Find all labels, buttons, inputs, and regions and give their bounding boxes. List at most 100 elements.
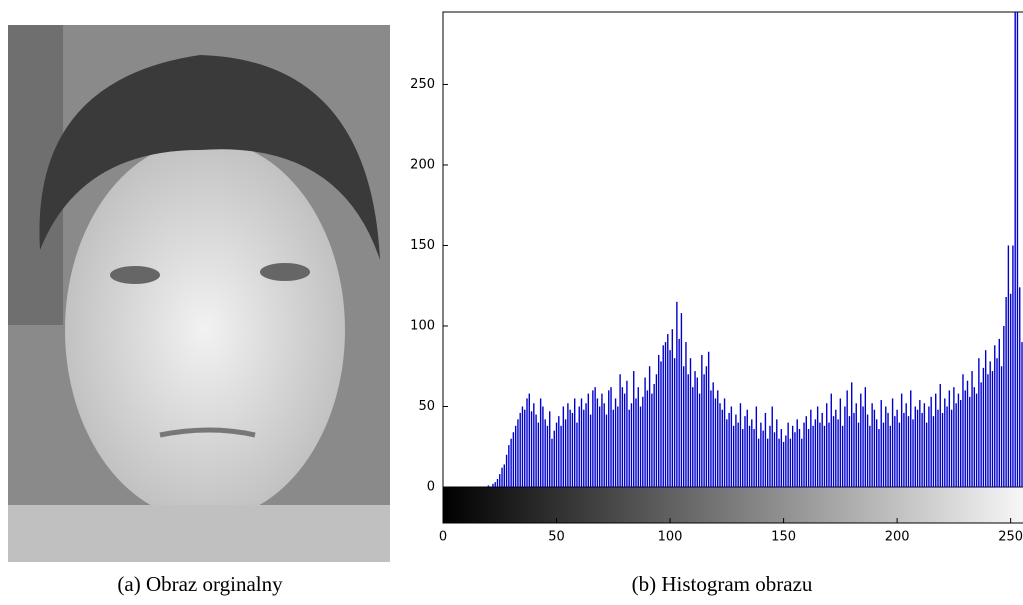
bar (633, 371, 635, 487)
bar (551, 438, 553, 487)
bar (619, 374, 621, 487)
bar (1012, 245, 1014, 487)
bar (887, 412, 889, 487)
bar (762, 430, 764, 487)
bar (873, 409, 876, 487)
bar (921, 412, 923, 487)
bar (891, 398, 894, 487)
bar (916, 409, 919, 487)
bar (728, 412, 730, 487)
bar (923, 403, 926, 487)
bar (587, 393, 590, 487)
bar (935, 393, 937, 487)
bar (903, 412, 905, 487)
bar (826, 403, 828, 487)
bar (832, 416, 835, 487)
bar (807, 429, 810, 487)
bar (885, 406, 887, 487)
bar (1014, 12, 1016, 487)
bar (841, 425, 844, 487)
bar (648, 366, 651, 487)
bar (517, 419, 519, 487)
bar (819, 422, 821, 487)
bar (969, 396, 971, 487)
bar (494, 482, 496, 487)
bar (919, 400, 921, 487)
bar (907, 416, 910, 487)
bar (692, 387, 694, 487)
bar (1021, 342, 1023, 487)
bar (855, 403, 857, 487)
bar (912, 419, 914, 487)
bar (1009, 293, 1012, 487)
bar (705, 366, 708, 487)
bar (794, 432, 796, 487)
bar (703, 374, 705, 487)
bar (698, 393, 701, 487)
bar (810, 409, 812, 487)
bar (812, 425, 814, 487)
bar (776, 419, 778, 487)
bar (1005, 297, 1007, 487)
bar (1016, 12, 1019, 487)
bar (746, 409, 748, 487)
bar (571, 412, 574, 487)
bar (714, 398, 717, 487)
bar (780, 429, 783, 487)
bar (598, 406, 601, 487)
bar (560, 425, 562, 487)
bar (499, 474, 501, 487)
bar (567, 403, 569, 487)
bar (626, 380, 628, 487)
bar (798, 429, 801, 487)
bar (744, 416, 746, 487)
bar (928, 406, 930, 487)
bar (991, 371, 994, 487)
bar (583, 409, 585, 487)
x-tick-label: 150 (771, 530, 796, 545)
bar (837, 419, 839, 487)
bar (508, 445, 510, 487)
bar (766, 438, 769, 487)
bar (596, 398, 599, 487)
bar (592, 390, 594, 487)
x-tick-label: 250 (998, 530, 1023, 545)
bar (785, 435, 787, 487)
bar (505, 454, 508, 487)
bar (871, 403, 873, 487)
bar (662, 345, 664, 487)
bar (614, 398, 617, 487)
bar (966, 380, 969, 487)
bar (721, 409, 723, 487)
bar (971, 371, 973, 487)
bar (796, 419, 798, 487)
bar (782, 441, 785, 487)
bar (719, 403, 721, 487)
bar (676, 301, 678, 487)
bar (737, 422, 739, 487)
bar (910, 390, 912, 487)
bar (514, 425, 517, 487)
bar (537, 422, 540, 487)
bar (889, 425, 892, 487)
bar (939, 383, 941, 487)
bar (630, 403, 633, 487)
x-tick-label: 0 (439, 530, 447, 545)
x-tick-label: 50 (548, 530, 565, 545)
bar (660, 361, 662, 487)
bar (944, 398, 946, 487)
bar (689, 358, 692, 487)
bar (851, 382, 853, 487)
bar (701, 354, 703, 487)
bar (673, 358, 676, 487)
bar (755, 406, 758, 487)
bar (830, 393, 832, 487)
bar (791, 425, 794, 487)
bar (760, 422, 762, 487)
bar (655, 374, 658, 487)
bar (769, 425, 771, 487)
bar (544, 419, 546, 487)
bar (905, 403, 907, 487)
bar (1000, 366, 1003, 487)
